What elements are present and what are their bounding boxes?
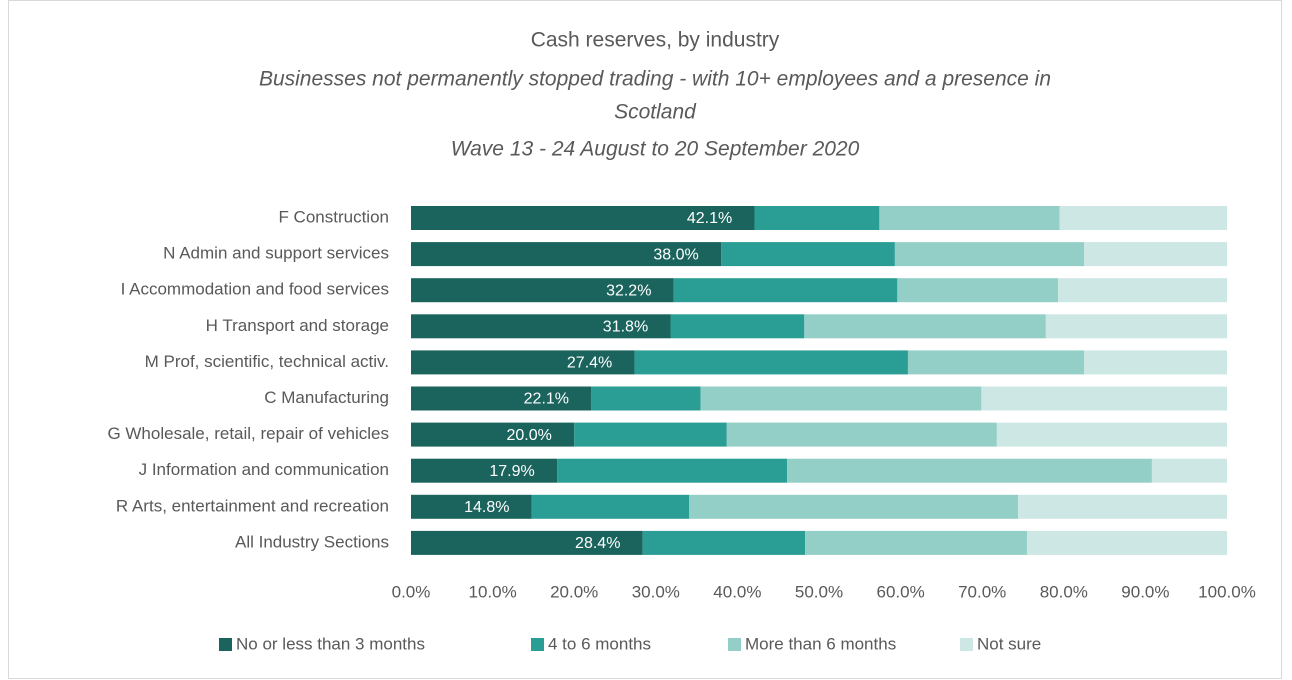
data-label: 38.0%	[653, 246, 698, 263]
bar-segment	[897, 278, 1059, 303]
legend-label: 4 to 6 months	[548, 634, 651, 653]
y-tick-label: All Industry Sections	[235, 532, 389, 551]
bar-segment	[634, 350, 908, 375]
bar-segment	[1045, 314, 1227, 339]
bar-segment	[1058, 278, 1227, 303]
legend-swatch	[531, 638, 544, 651]
x-tick-label: 50.0%	[795, 582, 843, 601]
bar-segment	[879, 206, 1060, 230]
x-tick-label: 10.0%	[468, 582, 516, 601]
bar-segment	[411, 422, 575, 447]
data-label: 28.4%	[575, 535, 620, 552]
bar-segment	[411, 242, 722, 267]
legend-swatch	[728, 638, 741, 651]
chart-border	[8, 0, 1282, 679]
x-tick-label: 100.0%	[1198, 582, 1256, 601]
bar-segment	[591, 386, 701, 411]
bar-segment	[907, 350, 1085, 375]
bar-segment	[1084, 242, 1227, 267]
legend-label: Not sure	[977, 634, 1041, 653]
chart-subtitle: Scotland	[614, 101, 697, 124]
bar-segment	[726, 422, 997, 447]
y-tick-label: M Prof, scientific, technical activ.	[145, 352, 389, 371]
x-tick-label: 70.0%	[958, 582, 1006, 601]
data-label: 32.2%	[606, 282, 651, 299]
bar-segment	[1059, 206, 1227, 230]
y-tick-label: R Arts, entertainment and recreation	[116, 496, 389, 515]
chart-title: Cash reserves, by industry	[531, 29, 780, 52]
data-label: 27.4%	[567, 355, 612, 372]
bar-segment	[689, 494, 1019, 519]
legend-label: No or less than 3 months	[236, 634, 425, 653]
y-tick-label: H Transport and storage	[206, 316, 389, 335]
bar-segment	[411, 530, 643, 555]
bar-segment	[673, 278, 898, 303]
y-tick-label: N Admin and support services	[163, 244, 389, 263]
data-label: 14.8%	[464, 499, 509, 516]
bar-segment	[670, 314, 805, 339]
chart-subtitle: Wave 13 - 24 August to 20 September 2020	[451, 138, 860, 161]
data-label: 20.0%	[507, 427, 552, 444]
legend-swatch	[219, 638, 232, 651]
bar-segment	[411, 386, 592, 411]
x-tick-label: 60.0%	[876, 582, 924, 601]
x-tick-label: 30.0%	[632, 582, 680, 601]
bar-segment	[642, 530, 806, 555]
bar-segment	[411, 494, 532, 519]
y-tick-label: J Information and communication	[139, 460, 389, 479]
bar-segment	[411, 350, 635, 375]
bar-segment	[804, 314, 1046, 339]
data-label: 31.8%	[603, 319, 648, 336]
bar-segment	[805, 530, 1028, 555]
data-label: 17.9%	[489, 463, 534, 480]
bar-segment	[411, 206, 755, 230]
bar-segment	[754, 206, 880, 230]
bar-segment	[1084, 350, 1227, 375]
x-tick-label: 90.0%	[1121, 582, 1169, 601]
y-tick-label: I Accommodation and food services	[121, 280, 389, 299]
x-tick-label: 80.0%	[1040, 582, 1088, 601]
chart-subtitle: Businesses not permanently stopped tradi…	[259, 68, 1051, 91]
bar-segment	[981, 386, 1227, 411]
bar-segment	[557, 458, 788, 483]
bar-segment	[411, 278, 674, 303]
bar-segment	[574, 422, 727, 447]
y-tick-label: F Construction	[278, 207, 389, 226]
bar-segment	[411, 314, 671, 339]
bar-segment	[1018, 494, 1227, 519]
bar-segment	[1151, 458, 1227, 483]
bar-segment	[894, 242, 1085, 267]
legend-label: More than 6 months	[745, 634, 896, 653]
bar-segment	[700, 386, 982, 411]
bar-segment	[1027, 530, 1227, 555]
legend-swatch	[960, 638, 973, 651]
bar-segment	[411, 458, 558, 483]
bar-segment	[787, 458, 1152, 483]
x-tick-label: 40.0%	[713, 582, 761, 601]
data-label: 22.1%	[524, 391, 569, 408]
x-tick-label: 20.0%	[550, 582, 598, 601]
bar-segment	[531, 494, 690, 519]
y-tick-label: C Manufacturing	[264, 388, 389, 407]
data-label: 42.1%	[687, 210, 732, 227]
bar-segment	[996, 422, 1227, 447]
x-tick-label: 0.0%	[392, 582, 431, 601]
bar-segment	[721, 242, 895, 267]
y-tick-label: G Wholesale, retail, repair of vehicles	[107, 424, 389, 443]
